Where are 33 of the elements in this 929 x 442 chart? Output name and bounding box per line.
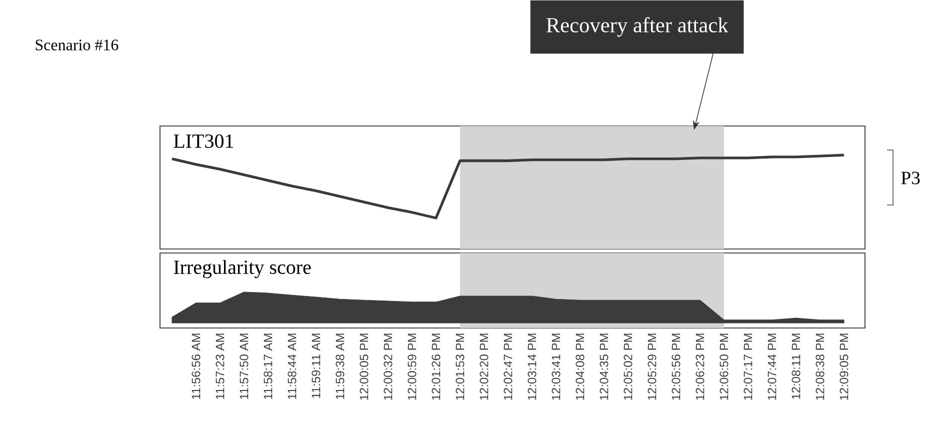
- text: Scenario #16: [36, 40, 118, 50]
- x-tick-label: 12:01:26 PM: [432, 334, 440, 400]
- x-tick-label: 11:56:56 AM: [192, 334, 200, 399]
- x-tick-label: 12:06:50 PM: [720, 334, 728, 400]
- x-tick-label: 12:04:35 PM: [600, 334, 608, 400]
- x-tick-label: 12:03:14 PM: [528, 334, 536, 400]
- x-tick-label: 11:59:38 AM: [336, 334, 344, 399]
- x-tick-label: 11:58:44 AM: [288, 334, 296, 399]
- x-tick-label: 12:01:53 PM: [456, 334, 464, 400]
- chart-title: Irregularity score: [174, 260, 311, 278]
- x-tick-label: 11:57:23 AM: [216, 334, 224, 399]
- band-label: Recovery after attack: [546, 17, 728, 37]
- x-tick-label: 12:08:11 PM: [792, 334, 800, 399]
- x-tick-label: 12:00:59 PM: [408, 334, 416, 400]
- x-tick-label: 12:03:41 PM: [552, 334, 560, 400]
- x-tick-label: 12:05:29 PM: [648, 334, 656, 400]
- x-tick-label: 11:57:50 AM: [240, 334, 248, 399]
- x-tick-label: 12:07:17 PM: [744, 334, 752, 400]
- chart-title: LIT301: [174, 134, 234, 148]
- x-tick-label: 12:06:23 PM: [696, 334, 704, 400]
- x-tick-label: 12:00:32 PM: [384, 334, 392, 400]
- text: P3: [901, 172, 920, 184]
- x-tick-label: 12:00:05 PM: [360, 334, 368, 400]
- x-tick-label: 12:04:08 PM: [576, 334, 584, 400]
- x-tick-label: 12:05:02 PM: [624, 334, 632, 400]
- x-tick-label: 12:07:44 PM: [768, 334, 776, 400]
- x-tick-label: 12:05:56 PM: [672, 334, 680, 400]
- x-tick-label: 11:59:11 AM: [312, 334, 320, 398]
- x-tick-label: 11:58:17 AM: [264, 334, 272, 399]
- x-tick-label: 12:09:05 PM: [840, 334, 848, 400]
- x-tick-label: 12:08:38 PM: [816, 334, 824, 400]
- x-tick-label: 12:02:20 PM: [480, 334, 488, 400]
- x-tick-label: 12:02:47 PM: [504, 334, 512, 400]
